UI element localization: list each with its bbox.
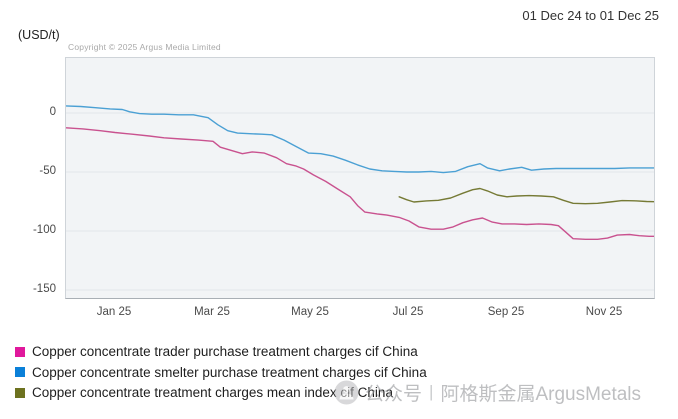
x-tick-label: Mar 25 bbox=[194, 306, 230, 318]
x-tick-label: Sep 25 bbox=[487, 306, 525, 318]
copyright-notice: Copyright © 2025 Argus Media Limited bbox=[68, 42, 221, 52]
x-tick-label: Nov 25 bbox=[585, 306, 623, 318]
legend-swatch bbox=[15, 387, 25, 398]
series-line-1 bbox=[66, 105, 654, 174]
x-tick-label: Jul 25 bbox=[392, 306, 424, 318]
plot-area bbox=[65, 57, 655, 299]
series-line-2 bbox=[398, 187, 654, 205]
legend-swatch bbox=[15, 346, 25, 357]
date-range-label: 01 Dec 24 to 01 Dec 25 bbox=[522, 8, 659, 23]
legend-label: Copper concentrate trader purchase treat… bbox=[32, 344, 418, 359]
y-axis-unit-label: (USD/t) bbox=[18, 28, 60, 42]
legend-swatch bbox=[15, 367, 25, 377]
legend-item: Copper concentrate treatment charges mea… bbox=[15, 385, 427, 400]
x-tick-label: May 25 bbox=[291, 306, 329, 318]
legend-item: Copper concentrate trader purchase treat… bbox=[15, 344, 427, 359]
watermark-name: 阿格斯金属ArgusMetals bbox=[440, 383, 642, 405]
chart-canvas bbox=[66, 105, 654, 291]
y-tick-label: -150 bbox=[32, 283, 56, 295]
legend-item: Copper concentrate smelter purchase trea… bbox=[15, 365, 427, 380]
y-tick-label: -100 bbox=[32, 224, 56, 236]
legend-label: Copper concentrate smelter purchase trea… bbox=[32, 364, 427, 380]
legend-label: Copper concentrate treatment charges mea… bbox=[32, 385, 393, 400]
series-line-0 bbox=[66, 127, 654, 241]
y-tick-label: -50 bbox=[39, 165, 56, 177]
x-tick-label: Jan 25 bbox=[96, 306, 132, 318]
legend: Copper concentrate trader purchase treat… bbox=[15, 344, 427, 400]
y-tick-label: 0 bbox=[49, 106, 56, 118]
watermark-separator: | bbox=[429, 382, 434, 401]
